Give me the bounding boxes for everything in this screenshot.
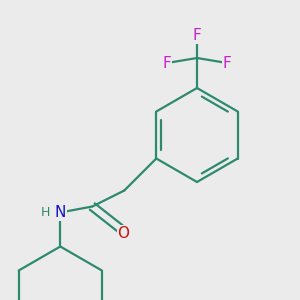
Text: F: F: [193, 28, 201, 44]
Text: N: N: [55, 205, 66, 220]
Text: F: F: [163, 56, 171, 70]
Text: F: F: [223, 56, 231, 70]
Text: H: H: [41, 206, 50, 219]
Text: O: O: [117, 226, 129, 241]
